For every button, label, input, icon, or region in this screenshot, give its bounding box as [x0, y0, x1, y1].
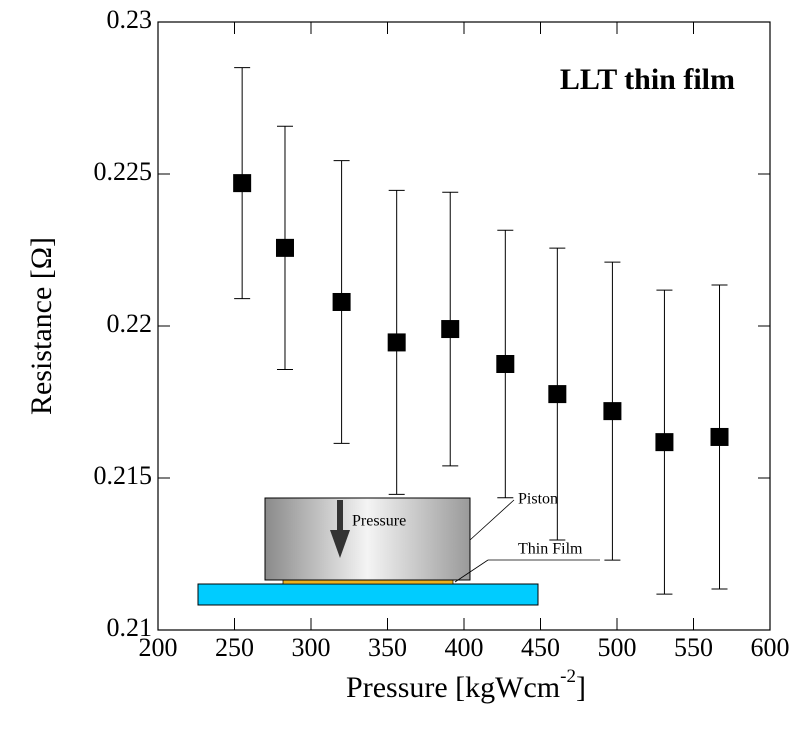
point	[710, 427, 729, 446]
x-axis-label: Pressure [kgWcm-2]	[346, 666, 586, 704]
inset-label: Thin Film	[518, 541, 583, 558]
piston	[264, 497, 471, 581]
point	[387, 333, 406, 352]
y-axis-label: Resistance [Ω]	[25, 237, 58, 415]
point	[332, 292, 351, 311]
x-tick-label: 550	[674, 633, 713, 662]
x-tick-label: 450	[521, 633, 560, 662]
y-tick-label: 0.215	[94, 461, 153, 490]
annotation: LLT thin film	[560, 63, 735, 96]
y-tick-label: 0.23	[107, 5, 153, 34]
inset-label: Piston	[518, 491, 558, 508]
x-tick-label: 500	[598, 633, 637, 662]
y-tick-label: 0.22	[107, 309, 153, 338]
x-tick-label: 600	[751, 633, 790, 662]
x-tick-label: 200	[139, 633, 178, 662]
point	[233, 174, 252, 193]
arrow-head	[330, 530, 350, 558]
x-tick-label: 400	[445, 633, 484, 662]
leader-line	[469, 499, 515, 541]
x-tick-label: 250	[215, 633, 254, 662]
leader-line	[454, 559, 489, 583]
point	[548, 385, 567, 404]
y-tick-label: 0.225	[94, 157, 153, 186]
inset-label: Pressure	[352, 513, 406, 530]
x-tick-label: 350	[368, 633, 407, 662]
point	[603, 402, 622, 421]
y-tick-label: 0.21	[107, 613, 153, 642]
x-tick-label: 300	[292, 633, 331, 662]
substrate	[197, 583, 539, 606]
inset-diagram: Pressure Piston Thin Film	[197, 491, 600, 606]
point	[441, 320, 460, 339]
point	[655, 433, 674, 452]
point	[496, 355, 515, 373]
point	[275, 238, 294, 257]
